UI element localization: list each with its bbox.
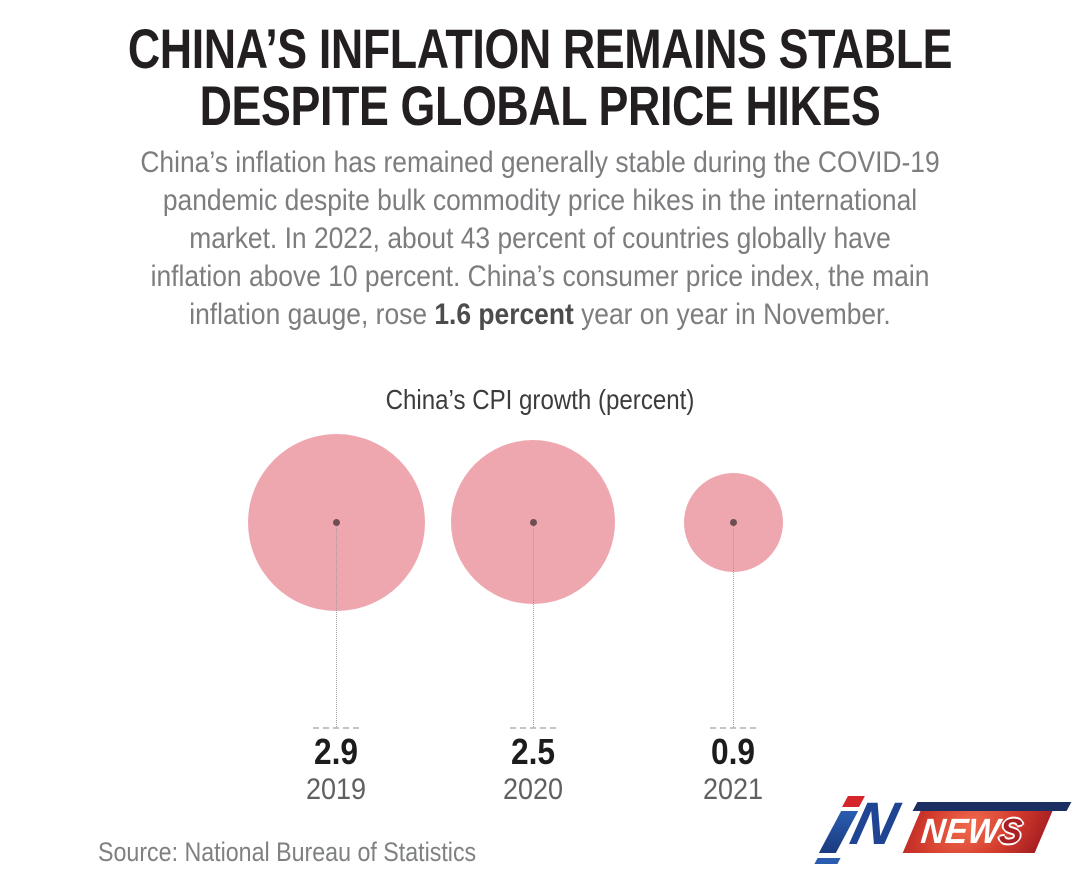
intro-line-3: market. In 2022, about 43 percent of cou…	[189, 222, 891, 255]
intro-line-5-pre: inflation gauge, rose	[189, 298, 435, 331]
baseline-tick	[510, 727, 556, 729]
source-line: Source: National Bureau of Statistics	[98, 837, 477, 867]
chart-title: China’s CPI growth (percent)	[385, 384, 695, 415]
baseline-tick	[313, 727, 359, 729]
value-label: 0.9	[710, 731, 756, 772]
bubble-center-dot	[332, 518, 340, 526]
bubble-center-dot	[529, 518, 537, 526]
intro-paragraph: China’s inflation has remained generally…	[0, 144, 1080, 334]
intro-line-4: inflation above 10 percent. China’s cons…	[150, 260, 930, 293]
intro-line-2: pandemic despite bulk commodity price hi…	[162, 184, 918, 217]
bubble-stem	[533, 522, 534, 727]
year-label: 2021	[702, 773, 764, 806]
value-label: 2.9	[313, 731, 359, 772]
year-label: 2020	[502, 773, 564, 806]
intro-line-1: China’s inflation has remained generally…	[140, 146, 940, 179]
intro-line-5-post: year on year in November.	[573, 298, 891, 331]
logo-navy-stripe	[912, 802, 1072, 811]
logo-news-wordmark: NEWS	[919, 812, 1025, 851]
intro-highlight-value: 1.6 percent	[434, 298, 574, 331]
headline-line-1: CHINA’S INFLATION REMAINS STABLE	[127, 17, 953, 80]
bubble-stem	[336, 522, 337, 727]
year-label: 2019	[305, 773, 367, 806]
baseline-tick	[710, 727, 756, 729]
bubble-center-dot	[729, 518, 737, 526]
headline: CHINA’S INFLATION REMAINS STABLE DESPITE…	[0, 20, 1080, 134]
intro-line-5: inflation gauge, rose 1.6 percent year o…	[65, 296, 1015, 334]
bubble-stem	[733, 522, 734, 727]
value-label: 2.5	[510, 731, 556, 772]
logo-news-s: S	[997, 812, 1025, 851]
innews-logo: N NEWS	[814, 790, 1072, 870]
logo-news-main: NEW	[919, 812, 1002, 851]
logo-i-base-shape	[814, 858, 841, 864]
headline-line-2: DESPITE GLOBAL PRICE HIKES	[199, 74, 881, 137]
